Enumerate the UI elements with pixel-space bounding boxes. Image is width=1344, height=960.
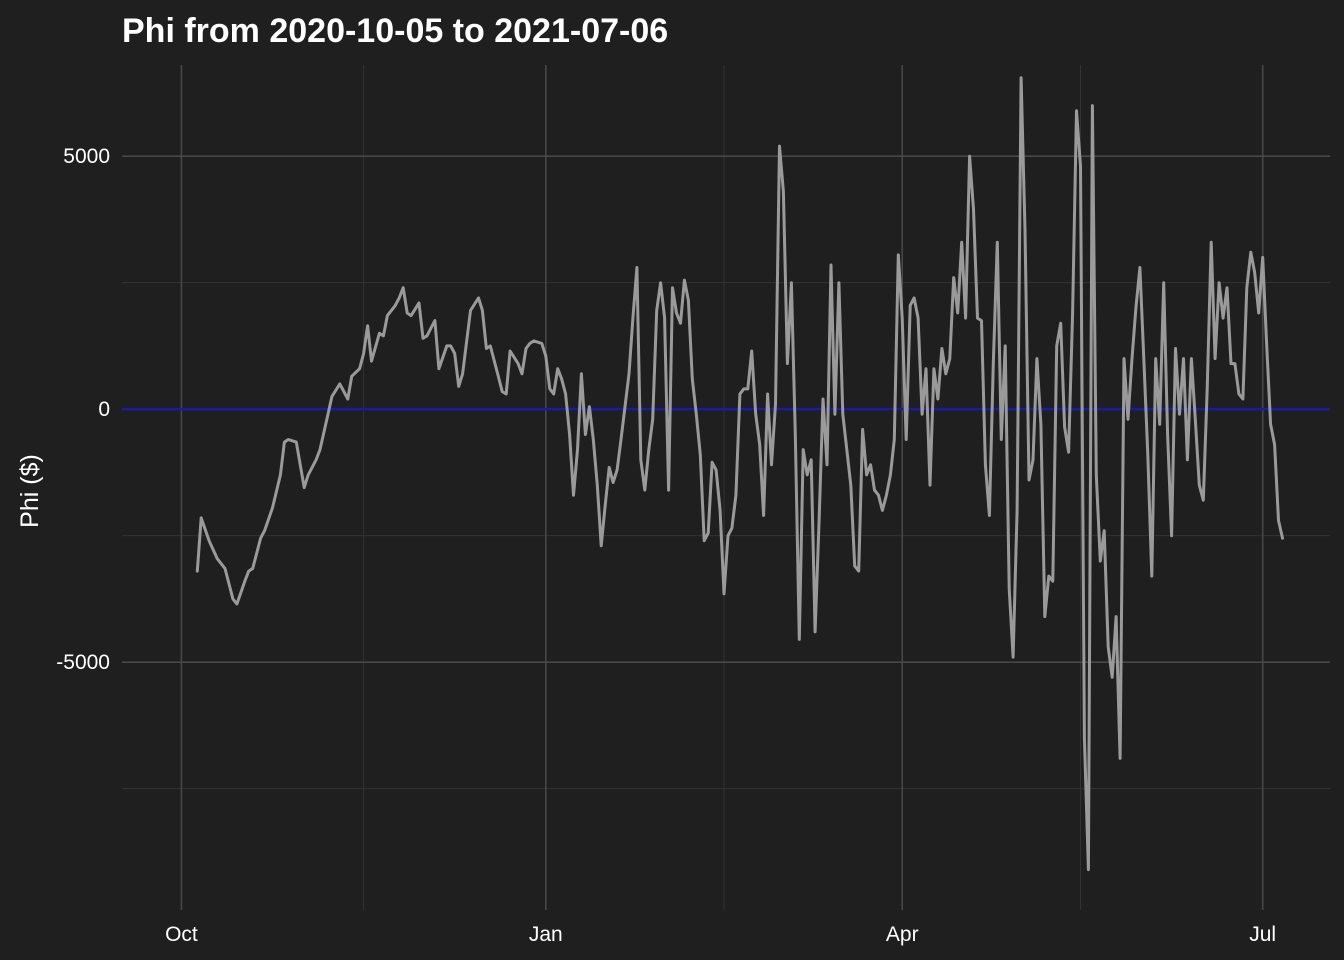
x-tick-label: Apr	[886, 923, 919, 946]
chart-title: Phi from 2020-10-05 to 2021-07-06	[122, 12, 668, 50]
y-axis-ticks: -5000 0 5000	[56, 145, 110, 674]
y-axis-label: Phi ($)	[16, 454, 44, 528]
series-line	[195, 76, 1284, 872]
series-group	[195, 76, 1284, 872]
x-tick-label: Oct	[165, 923, 198, 946]
y-tick-label: 0	[98, 398, 110, 421]
x-tick-label: Jan	[529, 923, 563, 946]
y-tick-label: -5000	[56, 651, 110, 674]
y-tick-label: 5000	[63, 145, 110, 168]
major-gridlines	[122, 65, 1330, 910]
x-tick-label: Jul	[1249, 923, 1276, 946]
x-axis-ticks: Oct Jan Apr Jul	[165, 923, 1276, 946]
